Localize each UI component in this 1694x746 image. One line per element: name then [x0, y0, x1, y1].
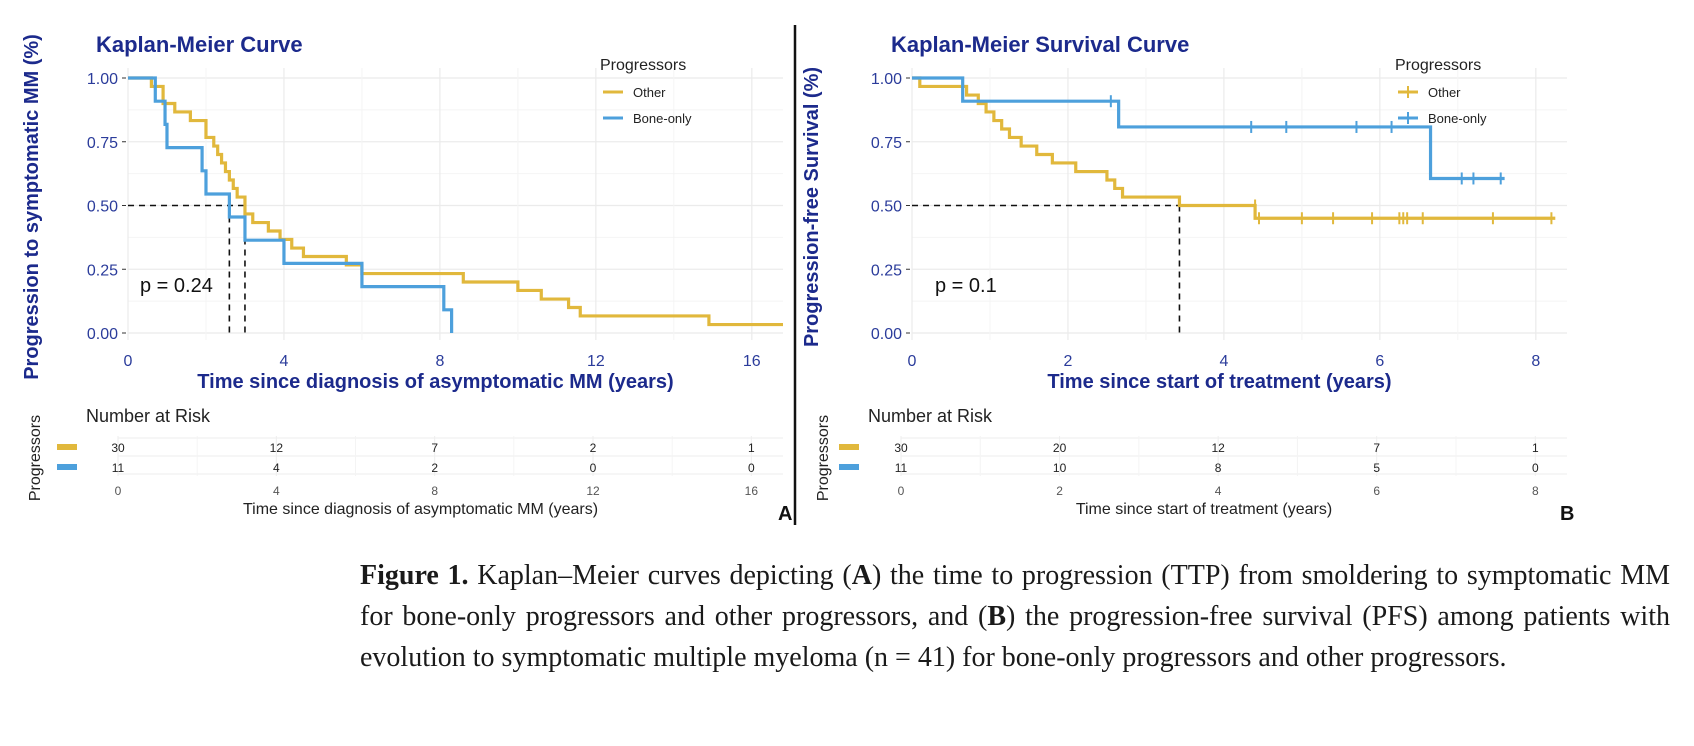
- x-axis-label: Time since diagnosis of asymptomatic MM …: [197, 371, 673, 393]
- caption-text-2: ) the time to progression (TTP) from smo…: [360, 560, 1670, 632]
- risk-time-label: 6: [1373, 484, 1380, 498]
- legend-title: Progressors: [1395, 57, 1481, 74]
- risk-time-label: 8: [431, 484, 438, 498]
- legend-label-other: Other: [1428, 85, 1461, 100]
- risk-cell-other: 7: [431, 441, 438, 455]
- p-value-annotation: p = 0.1: [935, 275, 997, 297]
- panel-a: 0.000.250.500.751.000 4 8 12 16Kaplan-Meier …: [21, 32, 792, 525]
- y-tick-label: 0.50: [87, 199, 118, 216]
- y-axis-label: Progression-free Survival (%): [801, 67, 823, 347]
- legend-label-other: Other: [633, 85, 666, 100]
- risk-cell-bone-only: 4: [273, 461, 280, 475]
- km-curve-bone-only: [128, 76, 454, 333]
- risk-table-ylabel: Progressors: [27, 415, 44, 501]
- x-tick-label: 6: [1375, 353, 1384, 370]
- y-tick-label: 0.00: [871, 326, 902, 343]
- y-tick-label: 0.00: [87, 326, 118, 343]
- risk-cell-bone-only: 10: [1053, 461, 1067, 475]
- caption-label: Figure 1.: [360, 560, 469, 591]
- legend: Progressors Other Bone-only: [600, 57, 692, 126]
- risk-time-label: 2: [1056, 484, 1063, 498]
- risk-time-label: 8: [1532, 484, 1539, 498]
- risk-table-ylabel: Progressors: [815, 415, 832, 501]
- x-tick-label: 16: [743, 353, 761, 370]
- legend-label-bone-only: Bone-only: [1428, 111, 1487, 126]
- risk-cell-other: 12: [1211, 441, 1225, 455]
- caption-panel-b: B: [987, 601, 1007, 632]
- y-tick-label: 1.00: [871, 71, 902, 88]
- risk-time-label: 4: [273, 484, 280, 498]
- y-tick-label: 1.00: [87, 71, 118, 88]
- risk-cell-other: 1: [748, 441, 755, 455]
- x-tick-label: 4: [279, 353, 288, 370]
- risk-cell-bone-only: 8: [1215, 461, 1222, 475]
- risk-cell-bone-only: 5: [1373, 461, 1380, 475]
- risk-table-xlabel: Time since diagnosis of asymptomatic MM …: [243, 501, 598, 518]
- x-axis-label: Time since start of treatment (years): [1047, 371, 1391, 393]
- caption-text-3: ) the progression-free survival (PFS) am…: [360, 601, 1670, 673]
- chart-title: Kaplan-Meier Curve: [96, 32, 303, 57]
- risk-cell-bone-only: 0: [1532, 461, 1539, 475]
- legend: Progressors Other Bone-only: [1395, 57, 1487, 126]
- x-tick-label: 8: [1531, 353, 1540, 370]
- legend-title: Progressors: [600, 57, 686, 74]
- risk-cell-bone-only: 11: [112, 461, 125, 475]
- y-tick-label: 0.75: [871, 135, 902, 152]
- legend-label-bone-only: Bone-only: [633, 111, 692, 126]
- risk-cell-bone-only: 0: [748, 461, 755, 475]
- risk-table-title: Number at Risk: [86, 406, 211, 426]
- p-value-annotation: p = 0.24: [140, 275, 213, 297]
- caption-panel-a: A: [851, 560, 872, 591]
- risk-cell-other: 30: [894, 441, 908, 455]
- risk-time-label: 16: [745, 484, 759, 498]
- risk-cell-bone-only: 0: [590, 461, 597, 475]
- y-tick-label: 0.25: [871, 262, 902, 279]
- risk-table-xlabel: Time since start of treatment (years): [1076, 501, 1332, 518]
- panel-b: 0.00 0.25 0.50 0.75 1.00 0 2 4 6 8 Kaplan-Meier Su…: [801, 32, 1574, 525]
- panel-letter: A: [778, 503, 792, 525]
- x-tick-label: 8: [435, 353, 444, 370]
- y-tick-label: 0.50: [871, 199, 902, 216]
- x-tick-label: 0: [908, 353, 917, 370]
- risk-cell-other: 12: [270, 441, 284, 455]
- risk-time-label: 0: [898, 484, 905, 498]
- x-tick-label: 2: [1063, 353, 1072, 370]
- risk-time-label: 12: [586, 484, 600, 498]
- risk-time-label: 0: [115, 484, 122, 498]
- figure-panels: 0.000.250.500.751.000 4 8 12 16Kaplan-Meier …: [21, 25, 1574, 525]
- risk-cell-bone-only: 2: [431, 461, 438, 475]
- caption-text-1: Kaplan–Meier curves depicting (: [468, 560, 852, 591]
- x-tick-label: 4: [1219, 353, 1228, 370]
- risk-cell-other: 30: [111, 441, 125, 455]
- km-curve-other: [128, 76, 783, 327]
- risk-cell-other: 2: [590, 441, 597, 455]
- y-tick-label: 0.25: [87, 262, 118, 279]
- km-curve-bone-only: [912, 76, 1505, 181]
- risk-table-title: Number at Risk: [868, 406, 993, 426]
- risk-time-label: 4: [1215, 484, 1222, 498]
- figure-caption: Figure 1. Kaplan–Meier curves depicting …: [360, 555, 1670, 678]
- y-axis-label: Progression to symptomatic MM (%): [21, 34, 43, 380]
- risk-cell-other: 1: [1532, 441, 1539, 455]
- panel-letter: B: [1560, 503, 1574, 525]
- risk-cell-other: 7: [1373, 441, 1380, 455]
- y-tick-label: 0.75: [87, 135, 118, 152]
- grid: [127, 68, 783, 340]
- x-tick-label: 12: [587, 353, 605, 370]
- risk-cell-bone-only: 11: [895, 461, 908, 475]
- x-tick-label: 0: [124, 353, 133, 370]
- risk-cell-other: 20: [1053, 441, 1067, 455]
- chart-title: Kaplan-Meier Survival Curve: [891, 32, 1189, 57]
